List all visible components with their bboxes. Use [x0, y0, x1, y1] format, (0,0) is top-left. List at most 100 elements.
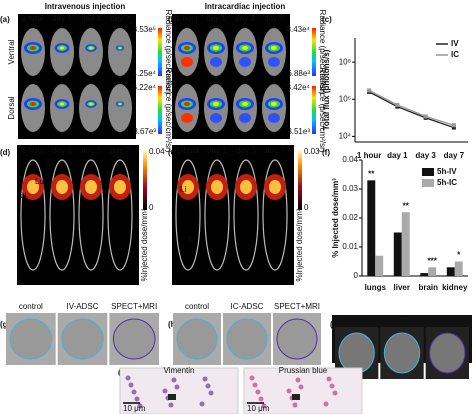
legend-label: 5h-IV: [437, 167, 457, 176]
scale-bar-label: 10 μm: [247, 404, 270, 413]
y-axis-label: Total flux (photons/s): [322, 49, 331, 130]
cell: [162, 388, 168, 394]
mouse: [108, 84, 132, 132]
colorbar: [298, 150, 302, 210]
scale-min: 4.25e⁴: [133, 69, 157, 78]
image-label: IV-ADSC: [66, 302, 98, 311]
signal: [30, 46, 36, 50]
panel-label: (d): [0, 148, 11, 157]
image-label: IV: [398, 316, 406, 325]
uptake: [85, 180, 97, 194]
brain: [9, 318, 53, 360]
y-tick-label: 10⁶: [339, 94, 351, 103]
legend-label: IV: [451, 39, 459, 48]
cell: [208, 390, 214, 396]
line: [368, 91, 455, 129]
signal: [268, 113, 280, 123]
x-tick-label: kidney: [442, 283, 468, 292]
time-label: day 7: [264, 14, 284, 23]
line: [368, 89, 455, 126]
brain: [338, 332, 375, 374]
cell: [134, 396, 140, 402]
y-tick-label: 0.04: [342, 155, 358, 164]
y-tick-label: 0.03: [342, 184, 358, 193]
organ-label: Li: [180, 185, 186, 194]
cell: [171, 377, 177, 383]
scale-min: 0: [149, 203, 154, 212]
mouse: [79, 28, 103, 76]
skeleton: [78, 159, 104, 271]
view-label: Ventral: [7, 39, 16, 64]
cell: [258, 396, 264, 402]
bar: [420, 273, 429, 276]
signal: [268, 57, 280, 67]
image-label: SPECT+MRI: [111, 302, 157, 311]
scale-max: 3.53e⁵: [133, 25, 156, 34]
colorbar: [158, 28, 162, 76]
marker: [395, 102, 400, 107]
marker: [367, 88, 372, 93]
mouse: [108, 28, 132, 76]
marker: [423, 114, 428, 119]
uptake: [211, 180, 223, 194]
bar: [401, 212, 410, 276]
bar: [393, 232, 402, 276]
significance-label: ***: [428, 256, 438, 265]
uptake: [269, 180, 281, 194]
time-label: day 7: [110, 14, 130, 23]
cell: [286, 388, 292, 394]
signal: [242, 102, 248, 106]
cell: [255, 389, 261, 395]
x-tick-label: day 1: [387, 151, 408, 160]
brain: [112, 318, 156, 360]
brain: [61, 318, 104, 360]
y-tick-label: 10⁴: [339, 132, 352, 141]
stain: [168, 394, 176, 400]
colorbar-unit: Radiance (p/sec/cm²/sr): [318, 10, 327, 95]
colorbar: [312, 86, 316, 134]
signal: [30, 102, 36, 106]
time-label: day 7: [265, 146, 285, 155]
x-tick-label: day 7: [444, 151, 465, 160]
colorbar-unit: Radiance (p/sec/cm²/sr): [164, 68, 173, 153]
signal: [89, 102, 93, 106]
mouse: [79, 84, 103, 132]
brain: [429, 332, 466, 374]
marker: [451, 123, 456, 128]
signal: [213, 102, 219, 106]
time-label: day 3: [235, 14, 255, 23]
skeleton: [20, 159, 46, 271]
panel-label: (f): [322, 148, 330, 157]
image-background: [172, 145, 294, 285]
organ-label: Li: [20, 191, 26, 200]
scale-min: 3.51e³: [287, 127, 310, 136]
time-label: day 7: [110, 146, 130, 155]
cell: [202, 376, 208, 382]
signal: [271, 102, 277, 106]
significance-label: **: [368, 169, 375, 178]
time-label: day 3: [81, 14, 101, 23]
view-label: Dorsal: [7, 96, 16, 119]
image-background: [17, 145, 139, 285]
time-label: 5-hour: [176, 146, 199, 155]
organ-label: Lu: [35, 177, 44, 186]
cell: [168, 402, 174, 408]
time-label: day 3: [81, 146, 101, 155]
y-tick-label: 0: [354, 271, 359, 280]
scale-max: 0.03: [304, 147, 320, 156]
signal: [118, 47, 122, 49]
y-axis-label: % Injected dose/mm³: [331, 178, 340, 258]
legend-swatch: [422, 179, 434, 187]
cell: [261, 403, 267, 409]
signal: [181, 113, 193, 123]
image-label: control: [185, 302, 209, 311]
bar: [367, 180, 376, 276]
cell: [131, 389, 137, 395]
scale-max: 0.04: [149, 147, 165, 156]
significance-label: *: [457, 251, 461, 260]
signal: [213, 46, 219, 50]
panel-label: (g): [0, 320, 11, 329]
signal: [242, 46, 248, 50]
bar: [454, 261, 463, 276]
histology-title: Vimentin: [164, 366, 195, 375]
